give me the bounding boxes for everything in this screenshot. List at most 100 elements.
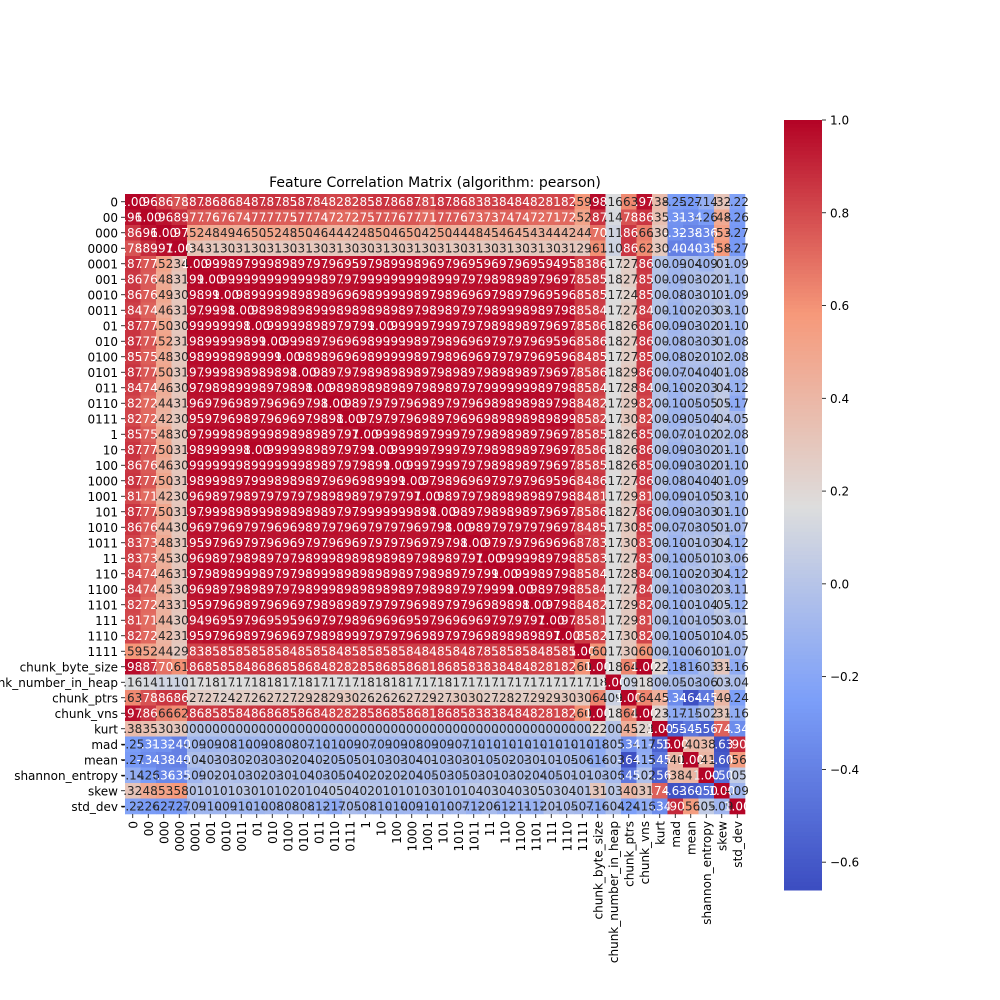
cell-value-label: -.08 — [726, 427, 749, 441]
heatmap-cell — [171, 380, 188, 396]
colorbar-segment — [784, 497, 822, 502]
heatmap-cell — [481, 194, 498, 210]
colorbar-segment — [784, 659, 822, 664]
heatmap-cell — [404, 240, 420, 257]
heatmap-cell — [202, 380, 219, 396]
heatmap-cell — [218, 287, 234, 303]
heatmap-cell — [574, 318, 591, 334]
heatmap-cell — [125, 302, 141, 319]
heatmap-cell — [497, 256, 513, 272]
colorbar-segment — [784, 555, 822, 560]
colorbar-segment — [784, 470, 822, 475]
heatmap-cell — [357, 240, 374, 257]
heatmap-cell — [280, 240, 296, 257]
colorbar-segment — [784, 493, 822, 498]
heatmap-cell — [698, 318, 715, 334]
heatmap-cell — [590, 333, 606, 350]
heatmap-cell — [342, 209, 358, 226]
heatmap-cell — [373, 240, 389, 257]
heatmap-cell — [326, 225, 343, 241]
heatmap-cell — [543, 271, 560, 288]
heatmap-cell — [342, 271, 358, 288]
heatmap-cell — [512, 194, 529, 210]
heatmap-cell — [636, 240, 653, 257]
y-axis-ticks: 0000000000000100100100011010100100010101… — [0, 195, 125, 814]
cell-value-label: -.12 — [726, 567, 749, 581]
colorbar-segment — [784, 289, 822, 294]
heatmap-cell — [636, 318, 653, 334]
colorbar-segment — [784, 181, 822, 186]
y-tick-label: skew — [88, 784, 118, 798]
heatmap-cell — [435, 194, 451, 210]
cell-value-label: -.12 — [726, 536, 749, 550]
heatmap-cell — [419, 194, 436, 210]
cell-value-label: -.07 — [726, 644, 749, 658]
x-tick-label: 0111 — [343, 821, 357, 852]
cell-value-label: -.16 — [726, 660, 749, 674]
heatmap-cell — [311, 256, 327, 272]
y-tick-label: 000 — [95, 226, 118, 240]
colorbar-segment — [784, 358, 822, 364]
heatmap-cell — [481, 333, 498, 350]
heatmap-cell — [512, 364, 529, 381]
heatmap-cell — [357, 333, 374, 350]
cell-value-label: .56 — [728, 753, 747, 767]
heatmap-cell — [187, 287, 203, 303]
y-tick-label: 0011 — [87, 304, 118, 318]
colorbar-segment — [784, 162, 822, 167]
x-tick-label: chunk_number_in_heap — [607, 821, 621, 963]
colorbar-segment — [784, 262, 822, 267]
colorbar-segment — [784, 297, 822, 302]
heatmap-cell — [543, 194, 560, 210]
heatmap-cell — [543, 364, 560, 381]
heatmap-cell — [435, 349, 451, 365]
heatmap-cell — [295, 364, 312, 381]
heatmap-cell — [187, 225, 203, 241]
colorbar-segment — [784, 327, 822, 333]
heatmap-cell — [388, 380, 405, 396]
heatmap-cell — [667, 318, 684, 334]
heatmap-cell — [481, 318, 498, 334]
heatmap-cell — [621, 349, 637, 365]
heatmap-cell — [233, 302, 250, 319]
heatmap-cell — [636, 209, 653, 226]
heatmap-cell — [621, 318, 637, 334]
heatmap-cell — [311, 194, 327, 210]
heatmap-cell — [528, 287, 544, 303]
colorbar-segment — [784, 597, 822, 602]
colorbar-segment — [784, 739, 822, 745]
heatmap-cell — [528, 349, 544, 365]
cell-value-label: -.09 — [726, 257, 749, 271]
heatmap-cell — [187, 240, 203, 257]
heatmap-cell — [264, 271, 281, 288]
heatmap-cell — [559, 333, 575, 350]
cell-value-label: .90 — [728, 737, 747, 751]
heatmap-cell — [729, 271, 746, 288]
y-tick-label: 1011 — [87, 536, 118, 550]
colorbar-segment — [784, 258, 822, 263]
colorbar-segment — [784, 651, 822, 656]
colorbar-segment — [784, 589, 822, 595]
heatmap-cell — [698, 333, 715, 350]
heatmap-cell — [435, 333, 451, 350]
x-tick-label: 1 — [359, 821, 373, 829]
colorbar-segment — [784, 274, 822, 279]
heatmap-cell — [311, 302, 327, 319]
heatmap-cell — [404, 364, 420, 381]
heatmap-cell — [311, 240, 327, 257]
heatmap-cell — [590, 287, 606, 303]
heatmap-cell — [435, 287, 451, 303]
heatmap-cell — [683, 256, 699, 272]
heatmap-cell — [342, 194, 358, 210]
heatmap-cell — [574, 287, 591, 303]
colorbar-segment — [784, 204, 822, 210]
heatmap-cell — [373, 225, 389, 241]
colorbar-segment — [784, 839, 822, 845]
y-tick-label: 100 — [95, 459, 118, 473]
heatmap-cell — [590, 271, 606, 288]
y-tick-label: std_dev — [71, 800, 118, 814]
colorbar-segment — [784, 231, 822, 236]
heatmap-cell — [450, 287, 467, 303]
y-tick-label: 00 — [103, 211, 118, 225]
heatmap-cell — [264, 333, 281, 350]
